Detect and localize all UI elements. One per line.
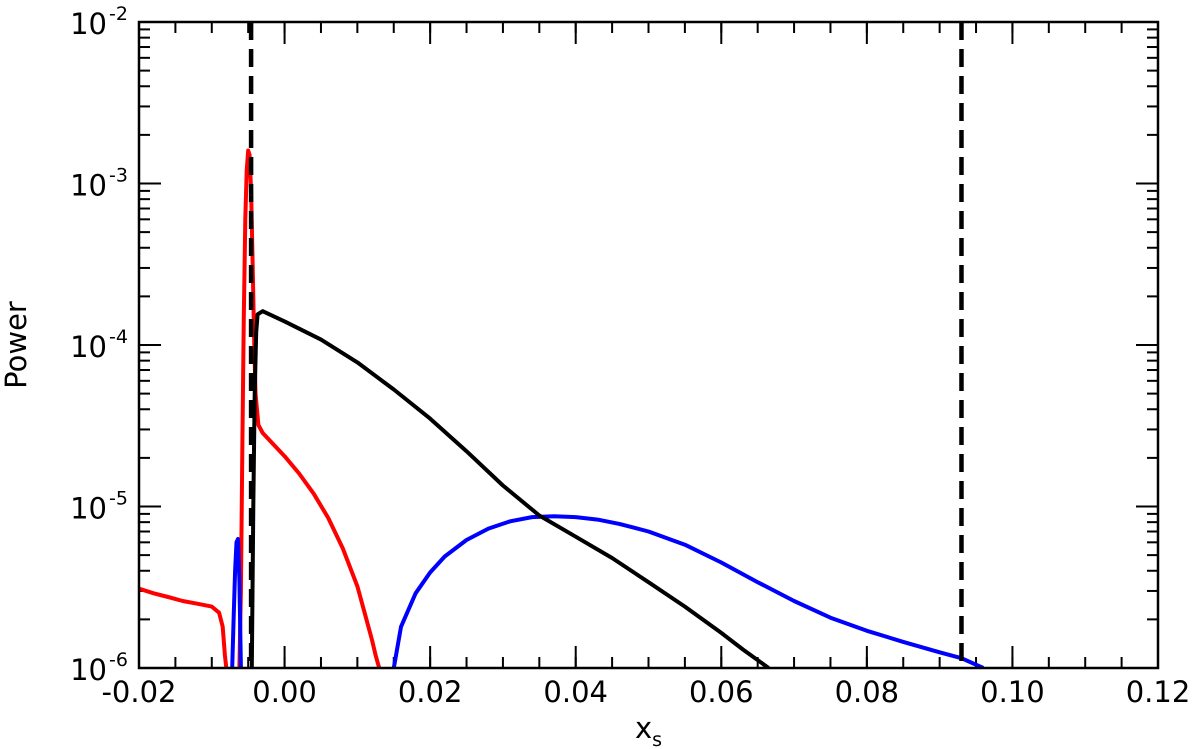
x-axis-label: xs xyxy=(635,711,662,749)
y-tick-label: 10 xyxy=(70,492,107,526)
y-tick-label: 10 xyxy=(70,169,107,203)
series-line-0 xyxy=(139,148,382,668)
x-tick-label: 0.02 xyxy=(398,675,463,709)
plot-frame xyxy=(137,20,1160,670)
y-tick-base: 10 xyxy=(70,169,107,203)
y-tick-base: 10 xyxy=(70,653,107,687)
y-tick-label: 10 xyxy=(70,653,107,687)
x-tick-label: 0.00 xyxy=(252,675,317,709)
y-tick-exponent: -3 xyxy=(109,165,128,187)
x-tick-label: 0.10 xyxy=(980,675,1045,709)
x-tick-label: 0.04 xyxy=(543,675,608,709)
y-tick-label: 10 xyxy=(70,330,107,364)
y-tick-labels: 10-610-510-410-310-2 xyxy=(70,3,128,687)
y-tick-base: 10 xyxy=(70,7,107,41)
y-tick-exponent: -5 xyxy=(109,488,128,510)
y-tick-exponent: -2 xyxy=(109,3,128,25)
vlines-layer xyxy=(248,22,964,668)
y-axis-label: Power xyxy=(0,301,33,389)
y-tick-label: 10 xyxy=(70,7,107,41)
ticks-layer xyxy=(138,21,1159,669)
series-line-1 xyxy=(230,514,985,668)
x-axis-label-sub: s xyxy=(652,729,662,749)
y-tick-base: 10 xyxy=(70,330,107,364)
x-tick-label: -0.02 xyxy=(101,675,176,709)
x-tick-label: 0.08 xyxy=(835,675,900,709)
x-tick-labels: -0.02 0.00 0.02 0.04 0.06 0.08 0.10 0.12 xyxy=(101,675,1190,709)
x-tick-label: 0.12 xyxy=(1126,675,1191,709)
y-tick-exponent: -4 xyxy=(109,326,128,348)
x-axis-label-main: x xyxy=(635,711,652,745)
y-tick-base: 10 xyxy=(70,492,107,526)
series-layer xyxy=(139,148,985,668)
series-line-2 xyxy=(249,309,770,668)
x-tick-label: 0.06 xyxy=(689,675,754,709)
y-tick-exponent: -6 xyxy=(109,649,128,671)
